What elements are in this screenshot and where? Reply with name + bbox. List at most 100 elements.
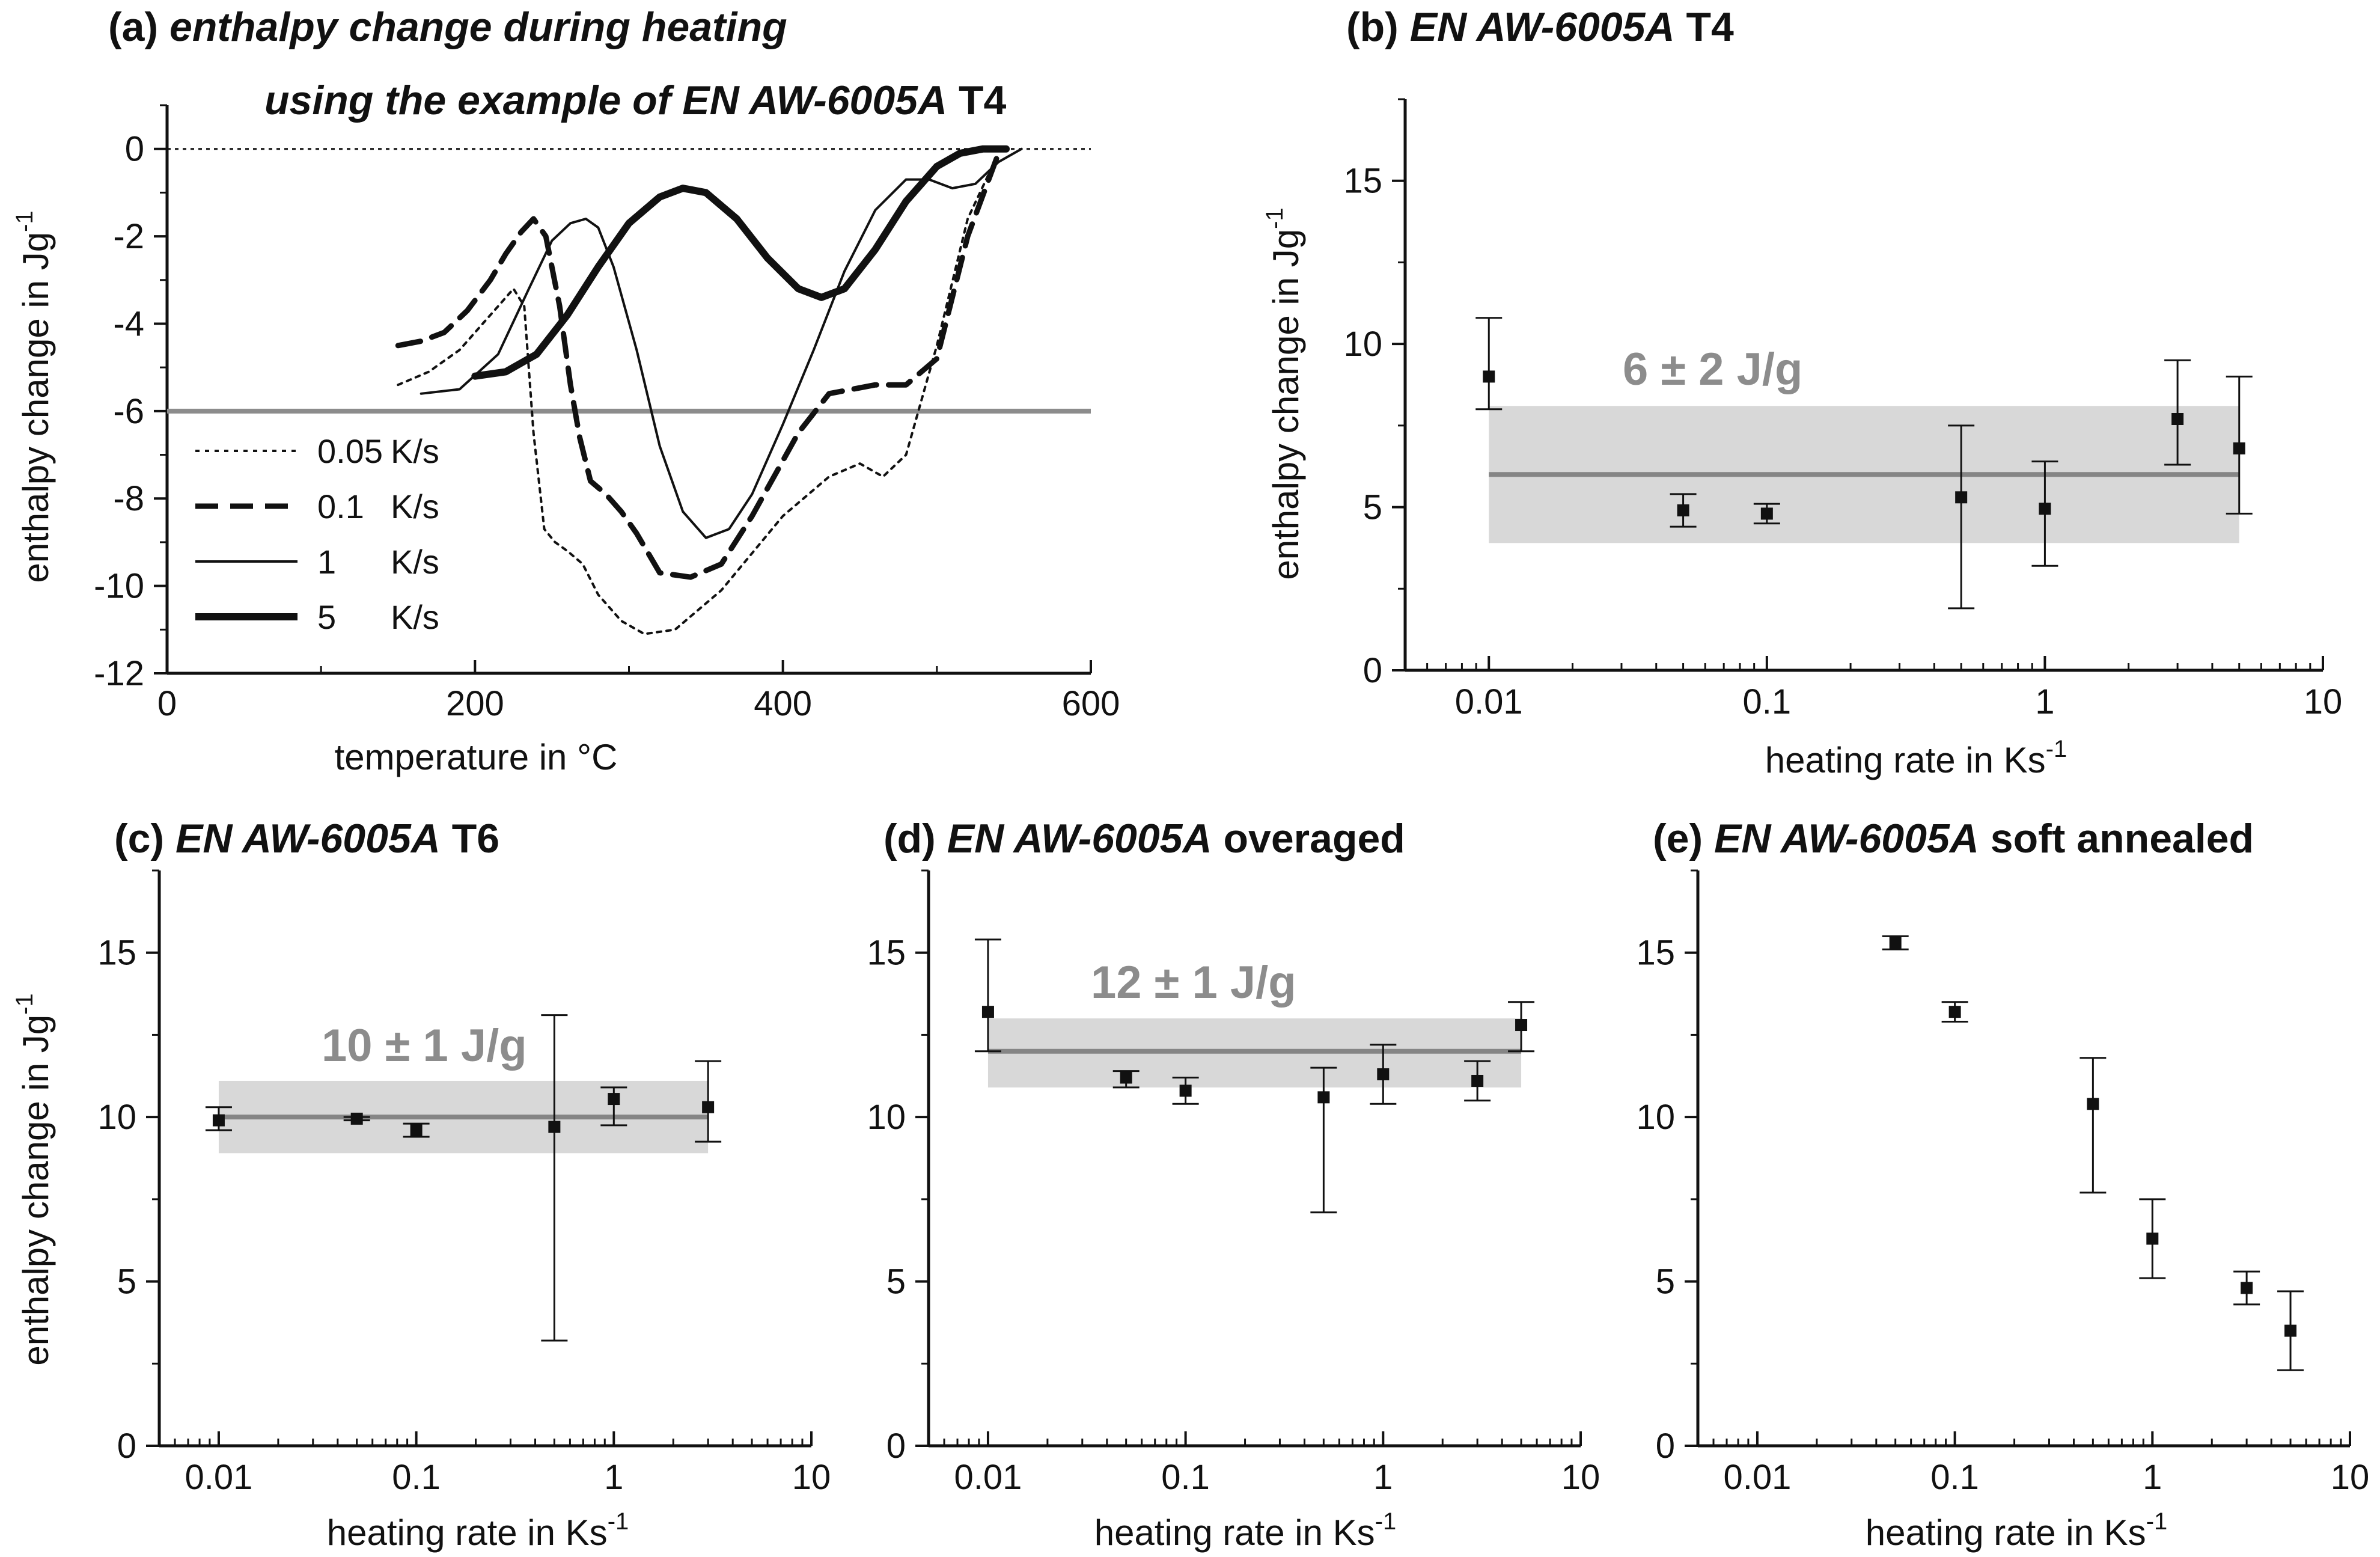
panel-c-ytick-label: 5 bbox=[117, 1262, 136, 1302]
panel-e-xlabel: heating rate in Ks-1 bbox=[1866, 1508, 2168, 1553]
panel-c-ytick-label: 10 bbox=[97, 1098, 136, 1137]
panel-e-data-point bbox=[2241, 1282, 2253, 1294]
panel-e-data-point bbox=[2284, 1324, 2297, 1337]
panel-c-ytick-label: 15 bbox=[97, 934, 136, 973]
panel-c-data-point bbox=[608, 1093, 620, 1106]
panel-d-xtick-label: 10 bbox=[1561, 1458, 1600, 1497]
panel-e-plot: 0.01 0.1 1 10 0 5 10 15 bbox=[1636, 869, 2370, 1497]
panel-d-ytick-label: 0 bbox=[886, 1427, 906, 1466]
panel-d-band-label: 12 ± 1 J/g bbox=[1091, 957, 1296, 1008]
panel-e-data-point bbox=[2087, 1098, 2099, 1110]
panel-d-xtick-label: 0.01 bbox=[954, 1458, 1022, 1497]
panel-c-data-point bbox=[410, 1124, 423, 1137]
panel-b-data-point bbox=[1483, 370, 1495, 383]
panel-a-xlabel: temperature in °C bbox=[335, 737, 618, 777]
panel-b-ylabel: enthalpy change in Jg-1 bbox=[1262, 207, 1306, 580]
panel-a-legend-unit: K/s bbox=[391, 598, 439, 636]
panel-d-ytick-label: 10 bbox=[867, 1098, 906, 1137]
panel-c-ytick-label: 0 bbox=[117, 1427, 136, 1466]
panel-e-data-point bbox=[2146, 1232, 2159, 1245]
panel-c-ylabel: enthalpy change in Jg-1 bbox=[11, 993, 56, 1365]
panel-c-data-point bbox=[702, 1101, 715, 1113]
panel-d-data-point bbox=[1120, 1071, 1132, 1084]
panel-b-data-point bbox=[1677, 504, 1689, 516]
panel-a-xtick-label: 400 bbox=[754, 684, 812, 723]
panel-d-title: (d) EN AW-6005A overaged bbox=[883, 816, 1405, 861]
panel-c-xtick-label: 10 bbox=[792, 1458, 831, 1497]
panel-a-legend-rate: 1 bbox=[317, 543, 336, 581]
panel-e-xtick-label: 0.1 bbox=[1930, 1458, 1979, 1497]
panel-a-legend-rate: 0.05 bbox=[317, 432, 383, 470]
panel-b-data-point bbox=[2171, 413, 2184, 425]
panel-b-xtick-label: 0.01 bbox=[1455, 682, 1523, 721]
panel-b-band-label: 6 ± 2 J/g bbox=[1623, 344, 1802, 395]
panel-e-ytick-label: 10 bbox=[1636, 1098, 1675, 1137]
panel-a-ytick-label: -4 bbox=[113, 304, 144, 343]
panel-d-data-point bbox=[1317, 1091, 1330, 1104]
panel-c-xlabel: heating rate in Ks-1 bbox=[327, 1508, 629, 1553]
panel-c-xtick-label: 0.01 bbox=[185, 1458, 252, 1497]
panel-a-ylabel: enthalpy change in Jg-1 bbox=[11, 210, 56, 583]
panel-c-band-label: 10 ± 1 J/g bbox=[322, 1020, 527, 1071]
panel-c-title: (c) EN AW-6005A T6 bbox=[114, 816, 499, 861]
panel-d-xtick-label: 1 bbox=[1373, 1458, 1393, 1497]
panel-e-ytick-label: 0 bbox=[1656, 1427, 1675, 1466]
panel-a-legend-rate: 0.1 bbox=[317, 488, 364, 525]
panel-a-ytick-label: -6 bbox=[113, 392, 144, 431]
panel-a-legend-unit: K/s bbox=[391, 488, 439, 525]
panel-a-title-line2: using the example of EN AW-6005A T4 bbox=[264, 78, 1007, 123]
panel-a-ytick-label: 0 bbox=[125, 130, 144, 169]
panel-e-data-point bbox=[1889, 937, 1902, 949]
panel-b-title: (b) EN AW-6005A T4 bbox=[1346, 4, 1734, 50]
panel-a-series-dotted bbox=[397, 152, 1000, 635]
panel-a-series-dashed bbox=[395, 150, 1001, 580]
panel-d-ytick-label: 5 bbox=[886, 1262, 906, 1302]
panel-e-ytick-label: 5 bbox=[1656, 1262, 1675, 1302]
panel-b-ytick-label: 5 bbox=[1363, 488, 1382, 527]
panel-c-data-point bbox=[548, 1121, 561, 1133]
panel-a-legend-rate: 5 bbox=[317, 598, 336, 636]
panel-e-title: (e) EN AW-6005A soft annealed bbox=[1653, 816, 2254, 861]
panel-b-ytick-label: 10 bbox=[1343, 325, 1382, 364]
panel-a-xtick-label: 600 bbox=[1062, 684, 1120, 723]
panel-e-xtick-label: 0.01 bbox=[1723, 1458, 1791, 1497]
panel-d-ytick-label: 15 bbox=[867, 934, 906, 973]
panel-d-data-point bbox=[1471, 1074, 1484, 1087]
panel-e-data-point bbox=[1948, 1006, 1961, 1018]
panel-a-legend-unit: K/s bbox=[391, 432, 439, 470]
panel-a-xtick-label: 0 bbox=[157, 684, 177, 723]
panel-b-ytick-label: 0 bbox=[1363, 651, 1382, 690]
panel-b-plot: 0.01 0.1 1 10 0 5 10 15 6 ± 2 J/g bbox=[1343, 98, 2343, 721]
panel-b-ytick-label: 15 bbox=[1343, 162, 1382, 201]
panel-a-ytick-label: -10 bbox=[94, 567, 144, 606]
panel-d-data-point bbox=[981, 1006, 994, 1018]
panel-d-xlabel: heating rate in Ks-1 bbox=[1094, 1508, 1397, 1553]
panel-c-xtick-label: 0.1 bbox=[392, 1458, 441, 1497]
panel-b-data-point bbox=[1760, 507, 1773, 520]
panel-a-series-thick bbox=[471, 145, 1010, 380]
panel-a-xtick-label: 200 bbox=[446, 684, 504, 723]
panel-a-ytick-label: -2 bbox=[113, 217, 144, 256]
panel-d-data-point bbox=[1377, 1068, 1390, 1081]
panel-b-xtick-label: 10 bbox=[2304, 682, 2343, 721]
panel-e-xtick-label: 1 bbox=[2143, 1458, 2162, 1497]
panel-a-ytick-label: -8 bbox=[113, 479, 144, 518]
panel-e-xtick-label: 10 bbox=[2331, 1458, 2370, 1497]
panel-c-data-point bbox=[212, 1114, 225, 1127]
panel-d-data-point bbox=[1515, 1019, 1528, 1032]
panel-b-data-point bbox=[2039, 503, 2051, 515]
panel-d-data-point bbox=[1179, 1084, 1192, 1097]
panel-b-data-point bbox=[1955, 491, 1968, 504]
panel-a-title-line1: (a) enthalpy change during heating bbox=[108, 4, 787, 50]
panel-c-xtick-label: 1 bbox=[604, 1458, 623, 1497]
panel-b-xtick-label: 0.1 bbox=[1743, 682, 1792, 721]
panel-e-ytick-label: 15 bbox=[1636, 934, 1675, 973]
panel-a-legend-unit: K/s bbox=[391, 543, 439, 581]
panel-d-xtick-label: 0.1 bbox=[1161, 1458, 1210, 1497]
panel-d-plot: 0.01 0.1 1 10 0 5 10 15 12 ± 1 J/g bbox=[867, 869, 1600, 1497]
panel-c-plot: 0.01 0.1 1 10 0 5 10 15 10 ± 1 J/g bbox=[97, 869, 831, 1497]
panel-b-xlabel: heating rate in Ks-1 bbox=[1765, 736, 2067, 780]
panel-a-ytick-label: -12 bbox=[94, 654, 144, 693]
